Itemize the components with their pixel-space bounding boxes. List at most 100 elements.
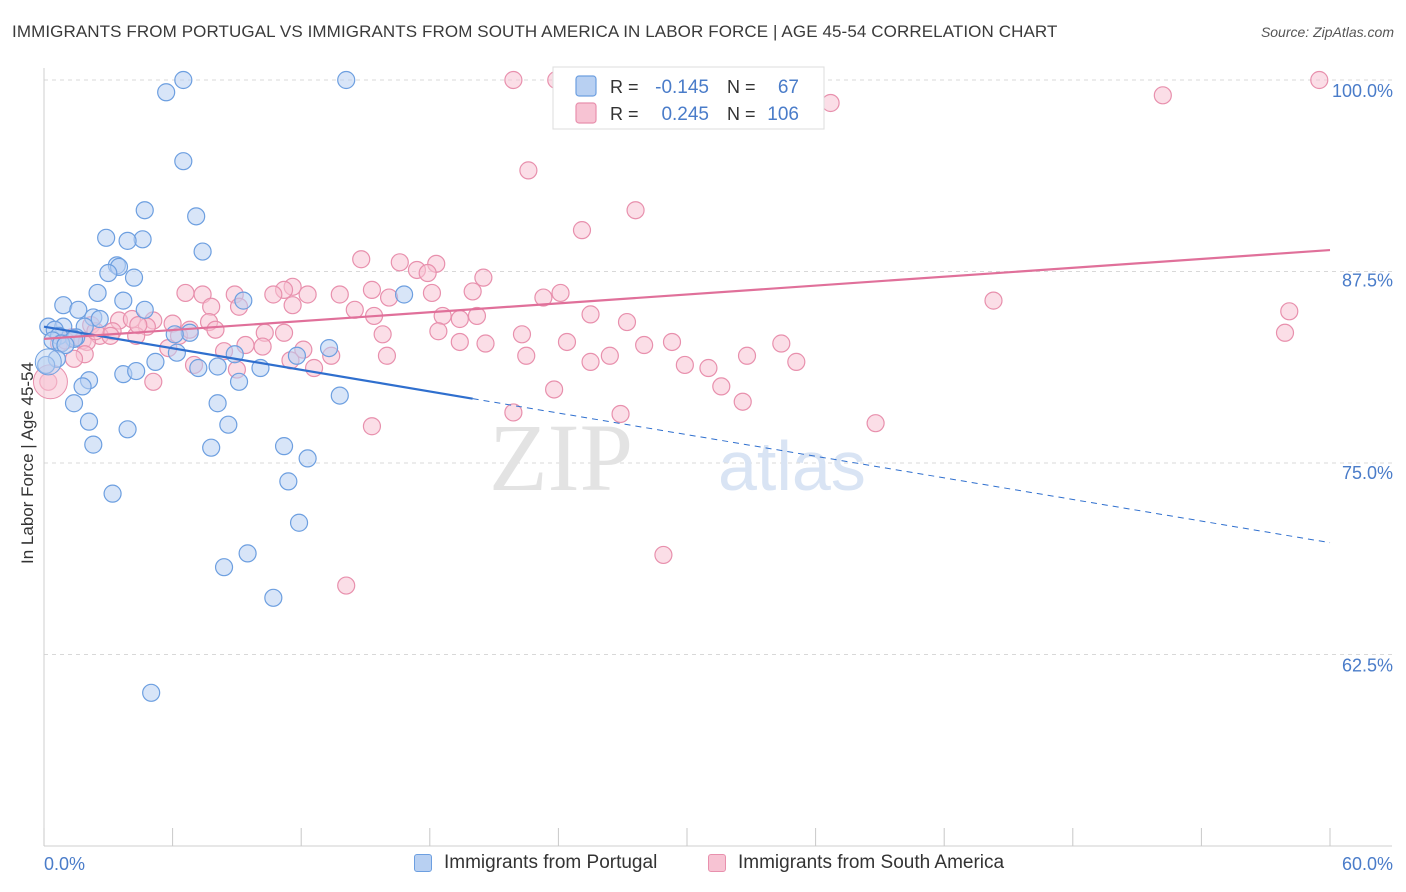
legend-r-label: R =: [610, 104, 639, 124]
portugal-point: [330, 386, 349, 405]
watermark-atlas: atlas: [718, 427, 866, 505]
south-america-point: [373, 325, 392, 344]
portugal-point: [180, 323, 199, 342]
south-america-point: [274, 323, 294, 342]
portugal-point: [84, 435, 103, 454]
portugal-point: [298, 449, 317, 468]
trend-lines: [43, 248, 1331, 544]
south-america-point: [504, 403, 523, 422]
south-america-point: [467, 306, 487, 326]
portugal-point: [88, 283, 107, 303]
south-america-point: [551, 283, 570, 303]
south-america-point: [1153, 86, 1172, 105]
south-america-point: [572, 221, 592, 240]
south-america-point: [450, 332, 469, 352]
portugal-point: [157, 83, 176, 102]
south-america-point: [377, 346, 397, 365]
south-america-point: [821, 93, 840, 113]
portugal-point: [118, 231, 137, 250]
y-tick-label: 75.0%: [1342, 463, 1393, 483]
tick-labels: 100.0% 87.5% 75.0% 62.5% 0.0% 60.0% In Labor F…: [18, 81, 1393, 874]
portugal-point: [202, 438, 221, 457]
portugal-point: [174, 152, 193, 171]
south-america-point: [1275, 323, 1295, 342]
portugal-point: [289, 513, 309, 532]
legend-n-value: 106: [767, 104, 799, 125]
portugal-point: [234, 291, 253, 310]
source-label: Source: ZipAtlas.com: [1260, 24, 1394, 40]
portugal-point: [319, 339, 339, 358]
south-america-point: [600, 346, 619, 365]
south-america-point: [450, 309, 469, 329]
south-america-point: [345, 300, 364, 319]
south-america-point: [390, 253, 409, 272]
portugal-point: [142, 683, 161, 702]
portugal-trend-extension: [472, 398, 1331, 544]
south-america-point: [581, 352, 600, 371]
y-tick-label: 100.0%: [1332, 81, 1393, 101]
portugal-point: [287, 346, 307, 365]
legend-n-label: N =: [727, 77, 756, 97]
south-america-point: [298, 285, 317, 304]
south-america-point: [463, 282, 482, 301]
portugal-point: [114, 291, 133, 310]
south-america-point: [581, 305, 600, 324]
south-america-point: [129, 316, 148, 335]
south-america-point: [712, 377, 731, 396]
legend-item-portugal: Immigrants from Portugal: [414, 852, 657, 874]
south-america-point: [379, 288, 399, 307]
south-america-point: [654, 545, 673, 565]
portugal-point: [79, 412, 99, 431]
portugal-point: [135, 201, 154, 220]
south-america-point: [557, 332, 577, 352]
south-america-point: [206, 320, 225, 339]
south-america-point: [772, 334, 791, 353]
south-america-point: [422, 283, 442, 303]
south-america-point: [476, 334, 495, 353]
portugal-point: [37, 355, 56, 375]
portugal-point: [187, 207, 206, 226]
portugal-point: [127, 361, 146, 381]
south-america-point: [699, 358, 718, 378]
south-america-point: [144, 372, 163, 391]
south-america-point: [635, 335, 654, 355]
south-america-point: [545, 380, 564, 399]
south-america-point: [418, 263, 437, 283]
south-america-point: [626, 201, 645, 220]
portugal-point: [167, 343, 186, 362]
portugal-point: [174, 70, 193, 90]
portugal-point: [64, 394, 84, 413]
portugal-point: [54, 296, 73, 315]
portugal-point: [73, 377, 92, 396]
south-america-point: [662, 332, 682, 352]
portugal-point: [219, 415, 238, 434]
portugal-point: [214, 558, 234, 577]
south-america-point: [512, 325, 532, 344]
portugal-point: [274, 437, 294, 456]
portugal-point: [34, 348, 62, 376]
south-america-point: [675, 355, 694, 375]
south-america-point: [253, 337, 272, 356]
portugal-point: [264, 588, 283, 607]
south-america-point: [264, 285, 283, 304]
portugal-point: [208, 357, 227, 376]
portugal-point: [69, 300, 88, 319]
south-america-point: [1280, 302, 1299, 321]
south-america-point: [519, 161, 538, 180]
portugal-point: [135, 300, 154, 319]
south-america-point: [362, 280, 382, 299]
portugal-point: [118, 420, 137, 439]
portugal-point: [90, 309, 109, 329]
south-america-point: [330, 285, 349, 304]
portugal-point: [99, 263, 118, 283]
south-america-point: [984, 291, 1003, 310]
south-america-point: [474, 268, 493, 287]
portugal-point: [103, 484, 122, 503]
portugal-point: [208, 394, 227, 413]
watermark-zip: ZIP: [489, 404, 633, 511]
legend-label-portugal: Immigrants from Portugal: [444, 852, 658, 873]
south-america-point: [362, 417, 382, 436]
south-america-point: [517, 346, 536, 365]
south-america-point: [617, 312, 637, 332]
